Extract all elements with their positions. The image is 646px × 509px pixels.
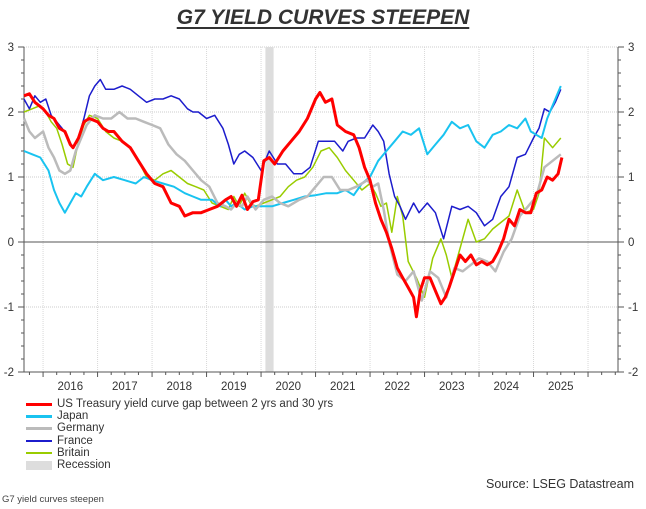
series-line-britain: [23, 104, 562, 299]
chart-title: G7 YIELD CURVES STEEPEN: [0, 6, 646, 30]
legend-swatch-us: [26, 402, 52, 406]
x-tick-label: 2020: [276, 381, 302, 393]
series-line-germany: [22, 110, 562, 302]
legend-item-us: US Treasury yield curve gap between 2 yr…: [26, 398, 333, 410]
y-tick-label-right: -2: [628, 367, 638, 379]
source-note: Source: LSEG Datastream: [486, 477, 634, 491]
chart-title-text: G7 YIELD CURVES STEEPEN: [176, 6, 470, 29]
legend-label-britain: Britain: [57, 446, 90, 459]
y-tick-label-left: 3: [8, 42, 14, 54]
legend-label-germany: Germany: [57, 422, 105, 435]
x-tick-label: 2021: [330, 381, 356, 393]
y-tick-label-right: -1: [628, 302, 638, 314]
y-tick-label-left: 2: [8, 107, 14, 119]
legend-item-france: France: [26, 435, 333, 447]
y-tick-label-right: 2: [628, 107, 634, 119]
y-tick-label-right: 0: [628, 237, 634, 249]
series-line-france: [23, 78, 562, 240]
x-tick-label: 2016: [58, 381, 84, 393]
x-tick-label: 2025: [548, 381, 574, 393]
legend-label-us: US Treasury yield curve gap between 2 yr…: [57, 398, 334, 411]
series-layer: [22, 78, 564, 319]
x-tick-label: 2018: [167, 381, 193, 393]
legend-label-japan: Japan: [57, 410, 89, 423]
gridlines: [24, 46, 618, 372]
legend-item-recession: Recession: [26, 459, 333, 471]
legend-swatch-recession: [26, 460, 52, 470]
legend-label-france: France: [57, 434, 93, 447]
series-line-japan: [23, 85, 562, 214]
y-tick-label-left: 0: [8, 237, 14, 249]
line-chart: 3 3 2 2 1 1 0 0 -1 -1 -2 -2 2016 2017 2018 2019 2020 2021…: [4, 42, 638, 393]
recession-band: [265, 47, 274, 372]
tick-labels: 3 3 2 2 1 1 0 0 -1 -1 -2 -2 2016 2017 2018 2019 2020 2021…: [4, 42, 638, 393]
legend: US Treasury yield curve gap between 2 yr…: [26, 398, 333, 471]
y-tick-label-left: 1: [8, 172, 14, 184]
y-tick-label-right: 3: [628, 42, 634, 54]
recession-layer: [265, 47, 274, 372]
legend-item-germany: Germany: [26, 422, 333, 434]
x-tick-label: 2022: [384, 381, 410, 393]
x-tick-label: 2023: [439, 381, 465, 393]
legend-label-recession: Recession: [57, 459, 111, 472]
legend-swatch-france: [26, 439, 52, 442]
y-tick-label-left: -1: [4, 302, 14, 314]
x-tick-label: 2024: [493, 381, 519, 393]
y-tick-label-right: 1: [628, 172, 634, 184]
caption: G7 yield curves steepen: [2, 494, 104, 505]
legend-swatch-germany: [26, 426, 52, 430]
x-tick-label: 2019: [221, 381, 247, 393]
axes: [18, 46, 624, 377]
y-tick-label-left: -2: [4, 367, 14, 379]
series-line-us: [23, 91, 564, 319]
x-tick-label: 2017: [112, 381, 138, 393]
legend-swatch-britain: [26, 451, 52, 454]
legend-swatch-japan: [26, 414, 52, 418]
legend-item-britain: Britain: [26, 447, 333, 459]
legend-item-japan: Japan: [26, 410, 333, 422]
